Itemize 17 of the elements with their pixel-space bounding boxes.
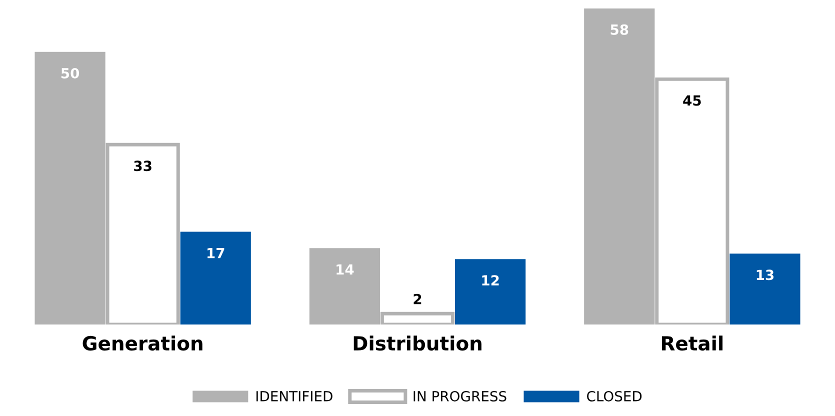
data-label: 50 — [61, 68, 80, 78]
legend-label: CLOSED — [587, 390, 642, 402]
data-label: 12 — [482, 275, 499, 286]
x-tick-label: Retail — [662, 336, 722, 351]
data-label: 33 — [134, 160, 152, 172]
data-label: 13 — [756, 270, 774, 280]
x-tick-label: Generation — [82, 336, 202, 351]
data-label: 17 — [208, 248, 224, 258]
data-label: 2 — [414, 294, 422, 304]
bar — [730, 254, 800, 324]
data-label: 58 — [610, 24, 628, 35]
legend-label: IN PROGRESS — [414, 390, 506, 402]
data-label: 14 — [336, 264, 354, 275]
bar — [454, 259, 526, 324]
x-tick-label: Distribution — [354, 336, 482, 351]
data-label: 45 — [683, 95, 701, 106]
legend-label: IDENTIFIED — [256, 391, 332, 402]
